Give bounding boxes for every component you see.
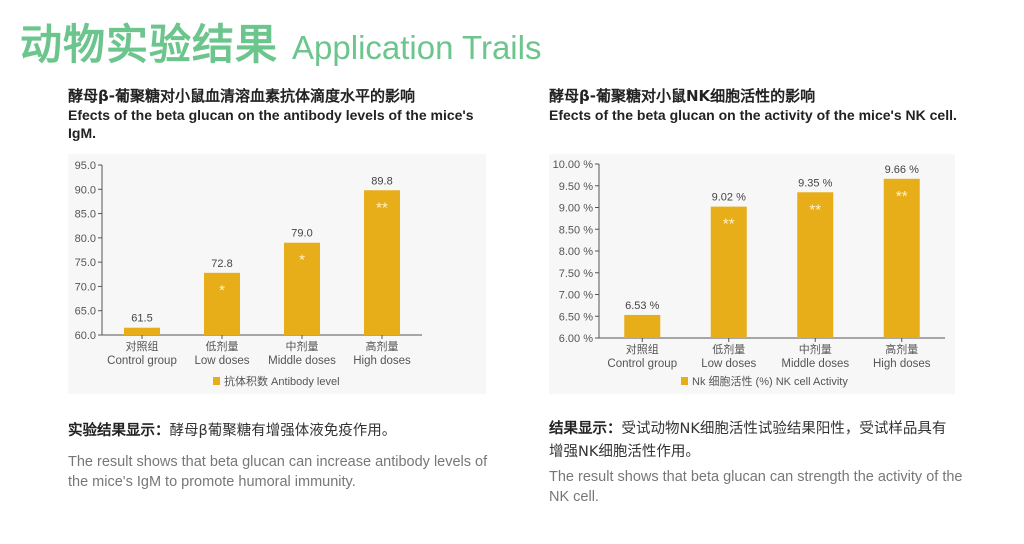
nk-chart-title-cn: 酵母β-葡聚糖对小鼠NK细胞活性的影响 bbox=[549, 87, 816, 105]
nk-y-tick-label: 7.00 % bbox=[559, 290, 593, 302]
nk-data-label: 6.53 % bbox=[625, 300, 659, 312]
antibody-chart-title-en: Efects of the beta glucan on the antibod… bbox=[68, 107, 474, 141]
antibody-data-label: 61.5 bbox=[131, 313, 152, 325]
nk-x-label-en: High doses bbox=[873, 358, 931, 370]
antibody-x-label-cn: 中剂量 bbox=[286, 339, 319, 353]
page-header: 动物实验结果 Application Trails bbox=[20, 20, 541, 70]
nk-x-label-cn: 高剂量 bbox=[885, 342, 918, 356]
antibody-result-en: The result shows that beta glucan can in… bbox=[68, 454, 488, 490]
antibody-y-tick-label: 90.0 bbox=[75, 184, 96, 196]
nk-y-tick-label: 8.50 % bbox=[559, 224, 593, 236]
nk-x-label-en: Middle doses bbox=[781, 358, 849, 370]
nk-y-tick-label: 6.00 % bbox=[559, 333, 593, 345]
antibody-data-label: 72.8 bbox=[211, 258, 232, 270]
antibody-legend-label: 抗体积数 Antibody level bbox=[224, 374, 340, 388]
page-title-cn: 动物实验结果 bbox=[20, 20, 279, 69]
nk-panel: 酵母β-葡聚糖对小鼠NK细胞活性的影响 Efects of the beta g… bbox=[549, 86, 989, 394]
antibody-y-tick-label: 75.0 bbox=[75, 257, 96, 269]
antibody-x-label-en: Low doses bbox=[195, 355, 250, 367]
antibody-bar bbox=[364, 190, 400, 335]
nk-bar bbox=[710, 206, 747, 338]
antibody-y-tick-label: 65.0 bbox=[75, 306, 96, 318]
nk-data-label: 9.02 % bbox=[712, 192, 746, 204]
nk-result-text: 受试动物NK细胞活性试验结果阳性，受试样品具有增强NK细胞活性作用。 bbox=[549, 421, 947, 460]
nk-data-label: 9.66 % bbox=[885, 164, 919, 176]
antibody-panel: 酵母β-葡聚糖对小鼠血清溶血素抗体滴度水平的影响 Efects of the b… bbox=[68, 86, 508, 394]
nk-y-tick-label: 9.00 % bbox=[559, 203, 593, 215]
nk-legend-label: Nk 细胞活性 (%) NK cell Activity bbox=[692, 374, 848, 388]
antibody-y-tick-label: 60.0 bbox=[75, 330, 96, 342]
antibody-x-label-cn: 高剂量 bbox=[366, 339, 399, 353]
nk-chart-box: 6.00 % 6.50 % 7.00 % 7.50 % 8.00 % 8.50 % 9.00… bbox=[549, 154, 955, 394]
antibody-significance-mark: * bbox=[299, 252, 305, 269]
nk-bar bbox=[797, 192, 834, 338]
antibody-x-label-en: High doses bbox=[353, 355, 411, 367]
nk-x-label-cn: 对照组 bbox=[626, 342, 659, 356]
nk-significance-mark: ** bbox=[896, 188, 908, 205]
antibody-chart: 60.0 65.0 70.0 75.0 80.0 85.0 90.0 95.0 61.5 对照组 C… bbox=[75, 160, 422, 388]
antibody-y-tick-label: 85.0 bbox=[75, 209, 96, 221]
antibody-chart-box: 60.0 65.0 70.0 75.0 80.0 85.0 90.0 95.0 61.5 对照组 C… bbox=[68, 154, 486, 394]
antibody-legend-swatch bbox=[213, 377, 220, 385]
nk-x-label-en: Low doses bbox=[701, 358, 756, 370]
nk-data-label: 9.35 % bbox=[798, 177, 832, 189]
antibody-x-label-cn: 对照组 bbox=[126, 339, 159, 353]
nk-y-tick-label: 10.00 % bbox=[553, 159, 594, 171]
nk-result-en: The result shows that beta glucan can st… bbox=[549, 469, 963, 505]
nk-bar bbox=[883, 178, 920, 338]
page-title-en: Application Trails bbox=[292, 29, 542, 66]
antibody-x-label-en: Control group bbox=[107, 355, 177, 367]
antibody-significance-mark: * bbox=[219, 282, 225, 299]
antibody-data-label: 79.0 bbox=[291, 228, 312, 240]
nk-legend-swatch bbox=[681, 377, 688, 385]
nk-y-tick-label: 8.00 % bbox=[559, 246, 593, 258]
antibody-x-label-cn: 低剂量 bbox=[206, 339, 239, 353]
antibody-bar bbox=[204, 272, 240, 335]
antibody-result-cn: 实验结果显示：酵母β葡聚糖有增强体液免疫作用。 bbox=[68, 420, 508, 443]
antibody-bar bbox=[124, 327, 160, 335]
nk-significance-mark: ** bbox=[723, 216, 735, 233]
nk-bar bbox=[624, 314, 661, 338]
nk-result-label: 结果显示： bbox=[549, 421, 622, 437]
nk-chart: 6.00 % 6.50 % 7.00 % 7.50 % 8.00 % 8.50 % 9.00… bbox=[553, 159, 945, 388]
nk-y-tick-label: 6.50 % bbox=[559, 311, 593, 323]
nk-y-tick-label: 7.50 % bbox=[559, 268, 593, 280]
antibody-y-tick-label: 95.0 bbox=[75, 160, 96, 172]
antibody-result-text: 酵母β葡聚糖有增强体液免疫作用。 bbox=[169, 423, 397, 439]
nk-y-tick-label: 9.50 % bbox=[559, 181, 593, 193]
nk-chart-title-en: Efects of the beta glucan on the activit… bbox=[549, 107, 957, 123]
nk-x-label-en: Control group bbox=[607, 358, 677, 370]
antibody-data-label: 89.8 bbox=[371, 175, 392, 187]
nk-result-cn: 结果显示：受试动物NK细胞活性试验结果阳性，受试样品具有增强NK细胞活性作用。 bbox=[549, 418, 959, 464]
antibody-y-tick-label: 70.0 bbox=[75, 281, 96, 293]
antibody-significance-mark: ** bbox=[376, 199, 388, 216]
antibody-y-tick-label: 80.0 bbox=[75, 233, 96, 245]
antibody-bar bbox=[284, 242, 320, 335]
nk-significance-mark: ** bbox=[809, 201, 821, 218]
nk-x-label-cn: 低剂量 bbox=[712, 342, 745, 356]
nk-x-label-cn: 中剂量 bbox=[799, 342, 832, 356]
antibody-chart-title-cn: 酵母β-葡聚糖对小鼠血清溶血素抗体滴度水平的影响 bbox=[68, 87, 415, 105]
antibody-x-label-en: Middle doses bbox=[268, 355, 336, 367]
antibody-result-label: 实验结果显示： bbox=[68, 423, 170, 439]
